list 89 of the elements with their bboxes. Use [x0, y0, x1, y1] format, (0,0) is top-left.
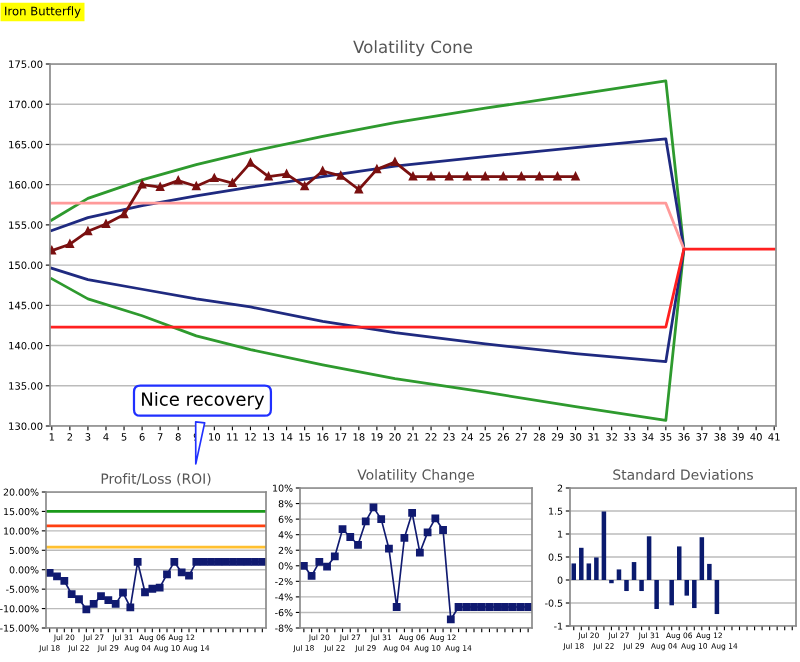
point [185, 571, 193, 580]
point [517, 172, 526, 181]
point [307, 572, 316, 580]
point [408, 509, 417, 517]
point [50, 246, 56, 255]
point [535, 172, 544, 181]
point [493, 603, 502, 611]
bar [692, 580, 697, 609]
point [111, 600, 120, 608]
point [415, 548, 424, 557]
point [346, 533, 355, 541]
point [104, 596, 113, 604]
point [571, 172, 580, 181]
point [336, 171, 345, 180]
point [423, 528, 432, 537]
point [392, 603, 401, 611]
point [501, 603, 509, 611]
point [97, 592, 105, 601]
point [67, 590, 76, 599]
point [431, 514, 440, 523]
point [141, 588, 149, 597]
point [177, 568, 186, 577]
point [385, 544, 393, 553]
point [148, 584, 157, 593]
point [138, 180, 146, 189]
line-series [50, 79, 686, 422]
point [369, 503, 378, 512]
point [163, 570, 171, 579]
point [75, 595, 83, 604]
annotation: Nice recovery [142, 391, 265, 410]
point [89, 600, 98, 608]
point [338, 525, 347, 534]
point [207, 558, 215, 566]
point [243, 558, 252, 566]
point [477, 603, 486, 611]
point [330, 552, 339, 561]
bar [654, 580, 659, 609]
bar [669, 580, 674, 606]
point [439, 526, 447, 534]
point [516, 603, 525, 611]
point [221, 558, 230, 566]
point [485, 603, 494, 611]
point [300, 182, 309, 191]
point [229, 558, 237, 566]
point [170, 558, 179, 566]
point [445, 172, 454, 181]
point [427, 172, 435, 181]
point [462, 603, 471, 611]
chart-subtitle: Volatility Cone [353, 40, 473, 57]
point [553, 172, 562, 181]
point [446, 615, 455, 624]
point [300, 561, 308, 570]
bar [579, 547, 584, 580]
point [133, 558, 142, 566]
line-series [50, 137, 686, 364]
point [454, 603, 463, 611]
point [524, 603, 532, 611]
point [463, 172, 472, 181]
point [354, 185, 363, 194]
point [236, 558, 245, 566]
point [174, 176, 183, 185]
bar [639, 580, 644, 592]
point [264, 172, 273, 181]
point [214, 558, 223, 566]
point [315, 558, 324, 566]
point [481, 172, 490, 181]
point [155, 583, 164, 592]
point [251, 558, 259, 566]
point [354, 540, 362, 549]
point [377, 515, 386, 523]
point [82, 605, 91, 614]
point [470, 603, 478, 611]
point [119, 588, 127, 597]
point [60, 577, 69, 585]
point [409, 172, 417, 181]
point [46, 568, 54, 577]
point [508, 603, 517, 611]
point [400, 533, 409, 542]
point [126, 603, 135, 612]
point [53, 572, 61, 581]
point [192, 558, 201, 566]
bar [624, 580, 629, 592]
bar [616, 569, 622, 580]
point [120, 210, 128, 219]
point [499, 172, 508, 181]
point [361, 517, 370, 526]
point [323, 562, 331, 571]
point [258, 558, 266, 566]
point [199, 558, 208, 566]
